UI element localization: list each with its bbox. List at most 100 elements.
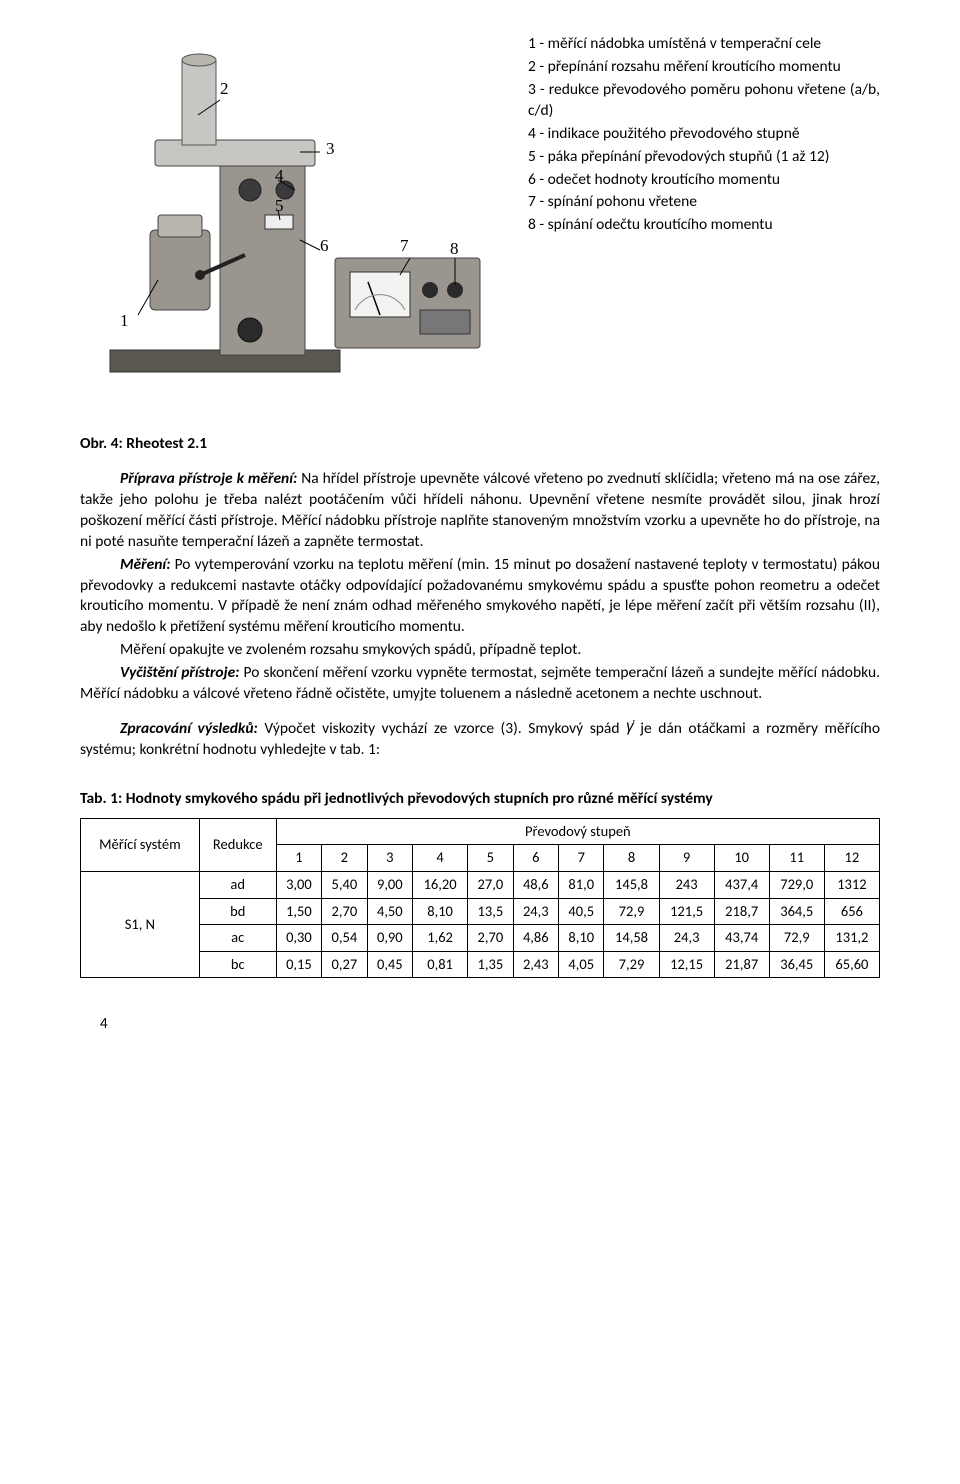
td: 1,62	[413, 925, 468, 952]
td: 12,15	[659, 951, 714, 978]
td: 27,0	[468, 871, 513, 898]
fig-label-4: 4	[275, 165, 284, 188]
td: 24,3	[513, 898, 558, 925]
td: 0,30	[276, 925, 321, 952]
th-g7: 7	[559, 845, 604, 872]
td: 4,86	[513, 925, 558, 952]
td: 145,8	[604, 871, 659, 898]
para-lead: Zpracování výsledků:	[120, 719, 258, 738]
td: 243	[659, 871, 714, 898]
td: 24,3	[659, 925, 714, 952]
th-g2: 2	[322, 845, 367, 872]
legend-row: 4 - indikace použitého převodového stupn…	[528, 124, 880, 145]
td: 8,10	[413, 898, 468, 925]
td: 43,74	[714, 925, 769, 952]
td: 72,9	[769, 925, 824, 952]
td: 13,5	[468, 898, 513, 925]
th-g1: 1	[276, 845, 321, 872]
fig-label-7: 7	[400, 235, 409, 258]
td: 218,7	[714, 898, 769, 925]
fig-label-6: 6	[320, 235, 329, 258]
fig-label-5: 5	[275, 195, 284, 218]
td: 0,90	[367, 925, 412, 952]
th-reduce: Redukce	[199, 818, 276, 871]
td: 16,20	[413, 871, 468, 898]
td: 0,15	[276, 951, 321, 978]
td: 656	[824, 898, 879, 925]
td: 729,0	[769, 871, 824, 898]
td: 4,50	[367, 898, 412, 925]
fig-label-3: 3	[326, 138, 335, 161]
th-g12: 12	[824, 845, 879, 872]
table-row: ac 0,30 0,54 0,90 1,62 2,70 4,86 8,10 14…	[81, 925, 880, 952]
td: 0,54	[322, 925, 367, 952]
legend-row: 3 - redukce převodového poměru pohonu vř…	[528, 80, 880, 122]
legend-row: 8 - spínání odečtu kroutícího momentu	[528, 215, 880, 236]
legend-row: 2 - přepínání rozsahu měření kroutícího …	[528, 57, 880, 78]
th-g9: 9	[659, 845, 714, 872]
th-g5: 5	[468, 845, 513, 872]
td: 4,05	[559, 951, 604, 978]
table-row: bd 1,50 2,70 4,50 8,10 13,5 24,3 40,5 72…	[81, 898, 880, 925]
table-row: bc 0,15 0,27 0,45 0,81 1,35 2,43 4,05 7,…	[81, 951, 880, 978]
fig-label-1: 1	[120, 310, 129, 333]
td: 0,81	[413, 951, 468, 978]
td: 65,60	[824, 951, 879, 978]
th-system: Měřící systém	[81, 818, 200, 871]
td: 1,50	[276, 898, 321, 925]
para-text: Po vytemperování vzorku na teplotu měřen…	[80, 555, 880, 637]
td-system: S1, N	[81, 871, 200, 977]
th-g8: 8	[604, 845, 659, 872]
td: 8,10	[559, 925, 604, 952]
td: 14,58	[604, 925, 659, 952]
paragraph-repeat: Měření opakujte ve zvoleném rozsahu smyk…	[80, 640, 880, 661]
para-lead: Měření:	[120, 555, 171, 574]
page-number: 4	[80, 1014, 880, 1034]
paragraph-vycisteni: Vyčištění přístroje: Po skončení měření …	[80, 663, 880, 705]
td: 48,6	[513, 871, 558, 898]
td: 121,5	[659, 898, 714, 925]
para-lead: Vyčištění přístroje:	[120, 663, 239, 682]
td: 3,00	[276, 871, 321, 898]
table-row: Měřící systém Redukce Převodový stupeň	[81, 818, 880, 845]
legend-row: 1 - měřící nádobka umístěná v temperační…	[528, 34, 880, 55]
td: 9,00	[367, 871, 412, 898]
td-reduce: ad	[199, 871, 276, 898]
th-gear: Převodový stupeň	[276, 818, 879, 845]
gamma-dot-symbol: γ̇	[626, 717, 634, 736]
td: 72,9	[604, 898, 659, 925]
legend-row: 5 - páka přepínání převodových stupňů (1…	[528, 147, 880, 168]
td: 437,4	[714, 871, 769, 898]
td: 1,35	[468, 951, 513, 978]
td: 5,40	[322, 871, 367, 898]
th-g11: 11	[769, 845, 824, 872]
th-g10: 10	[714, 845, 769, 872]
para-lead: Příprava přístroje k měření:	[120, 469, 297, 488]
fig-label-2: 2	[220, 78, 229, 101]
paragraph-priprava: Příprava přístroje k měření: Na hřídel p…	[80, 469, 880, 553]
th-g3: 3	[367, 845, 412, 872]
table-row: S1, N ad 3,00 5,40 9,00 16,20 27,0 48,6 …	[81, 871, 880, 898]
td: 2,70	[468, 925, 513, 952]
gear-table: Měřící systém Redukce Převodový stupeň 1…	[80, 818, 880, 978]
th-g6: 6	[513, 845, 558, 872]
apparatus-svg	[100, 40, 490, 400]
td: 1312	[824, 871, 879, 898]
figure-legend: 1 - měřící nádobka umístěná v temperační…	[528, 30, 880, 410]
td: 21,87	[714, 951, 769, 978]
td-reduce: bd	[199, 898, 276, 925]
th-g4: 4	[413, 845, 468, 872]
apparatus-figure: 1 2 3 4 5 6 7 8	[80, 30, 510, 410]
figure-block: 1 2 3 4 5 6 7 8 1 - měřící nádobka umíst…	[80, 30, 880, 410]
table-caption: Tab. 1: Hodnoty smykového spádu při jedn…	[80, 789, 880, 810]
td-reduce: ac	[199, 925, 276, 952]
td: 36,45	[769, 951, 824, 978]
legend-row: 7 - spínání pohonu vřetene	[528, 192, 880, 213]
td: 131,2	[824, 925, 879, 952]
td: 2,70	[322, 898, 367, 925]
paragraph-mereni: Měření: Po vytemperování vzorku na teplo…	[80, 555, 880, 639]
para-text: Výpočet viskozity vychází ze vzorce (3).…	[258, 719, 626, 738]
legend-row: 6 - odečet hodnoty kroutícího momentu	[528, 170, 880, 191]
td: 2,43	[513, 951, 558, 978]
td: 0,27	[322, 951, 367, 978]
